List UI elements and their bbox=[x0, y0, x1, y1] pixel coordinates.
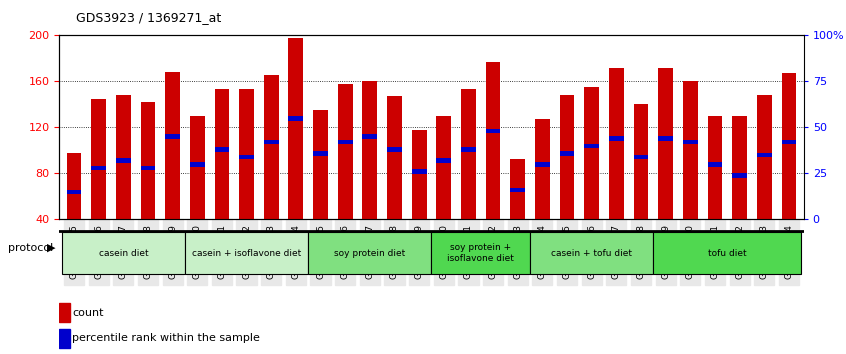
Bar bbox=[658, 68, 673, 219]
Text: count: count bbox=[72, 308, 103, 318]
Bar bbox=[140, 102, 156, 219]
Bar bbox=[338, 84, 353, 219]
Bar bbox=[288, 116, 303, 120]
Text: casein + tofu diet: casein + tofu diet bbox=[552, 249, 632, 258]
Bar bbox=[264, 140, 278, 144]
Bar bbox=[707, 116, 722, 219]
Bar bbox=[461, 147, 475, 152]
Bar bbox=[412, 130, 426, 219]
Bar bbox=[782, 73, 796, 219]
Text: soy protein +
isoflavone diet: soy protein + isoflavone diet bbox=[448, 244, 514, 263]
Bar bbox=[658, 136, 673, 141]
Bar bbox=[683, 81, 698, 219]
Text: soy protein diet: soy protein diet bbox=[334, 249, 405, 258]
Text: casein diet: casein diet bbox=[98, 249, 148, 258]
FancyBboxPatch shape bbox=[62, 233, 185, 274]
Bar bbox=[239, 90, 254, 219]
Bar bbox=[59, 329, 69, 348]
Text: protocol: protocol bbox=[8, 243, 53, 253]
Bar bbox=[59, 303, 69, 322]
Bar bbox=[387, 96, 402, 219]
Bar bbox=[264, 74, 278, 219]
Text: ▶: ▶ bbox=[47, 243, 55, 253]
FancyBboxPatch shape bbox=[431, 233, 530, 274]
Bar bbox=[486, 129, 501, 133]
Bar bbox=[461, 90, 475, 219]
Bar bbox=[560, 95, 574, 219]
Bar bbox=[732, 173, 747, 178]
Bar bbox=[634, 155, 648, 159]
Bar bbox=[288, 38, 303, 219]
Bar bbox=[585, 144, 599, 148]
Bar bbox=[560, 151, 574, 155]
Bar bbox=[140, 166, 156, 170]
Bar bbox=[757, 95, 772, 219]
Bar bbox=[585, 87, 599, 219]
Text: GDS3923 / 1369271_at: GDS3923 / 1369271_at bbox=[76, 11, 222, 24]
Bar bbox=[67, 153, 81, 219]
Bar bbox=[116, 158, 131, 163]
Bar bbox=[486, 62, 501, 219]
FancyBboxPatch shape bbox=[530, 233, 653, 274]
Bar bbox=[535, 119, 550, 219]
Bar bbox=[634, 104, 648, 219]
Bar bbox=[190, 162, 205, 166]
Bar bbox=[510, 188, 525, 192]
Bar bbox=[239, 155, 254, 159]
Bar bbox=[190, 116, 205, 219]
Bar bbox=[707, 162, 722, 166]
FancyBboxPatch shape bbox=[308, 233, 431, 274]
Bar bbox=[91, 166, 106, 170]
Bar bbox=[510, 159, 525, 219]
Bar bbox=[535, 162, 550, 166]
Text: casein + isoflavone diet: casein + isoflavone diet bbox=[192, 249, 301, 258]
Bar bbox=[437, 116, 451, 219]
Bar bbox=[165, 72, 180, 219]
Text: percentile rank within the sample: percentile rank within the sample bbox=[72, 333, 260, 343]
Bar bbox=[313, 151, 328, 155]
Bar bbox=[757, 153, 772, 157]
Bar bbox=[215, 90, 229, 219]
Bar bbox=[782, 140, 796, 144]
Bar bbox=[67, 189, 81, 194]
Bar bbox=[609, 136, 624, 141]
Bar bbox=[165, 134, 180, 139]
Bar bbox=[732, 116, 747, 219]
Bar bbox=[215, 147, 229, 152]
Bar bbox=[362, 81, 377, 219]
Bar bbox=[387, 147, 402, 152]
Bar bbox=[362, 134, 377, 139]
FancyBboxPatch shape bbox=[185, 233, 308, 274]
Bar bbox=[338, 140, 353, 144]
Bar bbox=[313, 110, 328, 219]
Bar bbox=[412, 169, 426, 174]
Text: tofu diet: tofu diet bbox=[708, 249, 746, 258]
Bar bbox=[437, 158, 451, 163]
Bar bbox=[609, 68, 624, 219]
FancyBboxPatch shape bbox=[653, 233, 801, 274]
Bar bbox=[683, 140, 698, 144]
Bar bbox=[91, 99, 106, 219]
Bar bbox=[116, 95, 131, 219]
